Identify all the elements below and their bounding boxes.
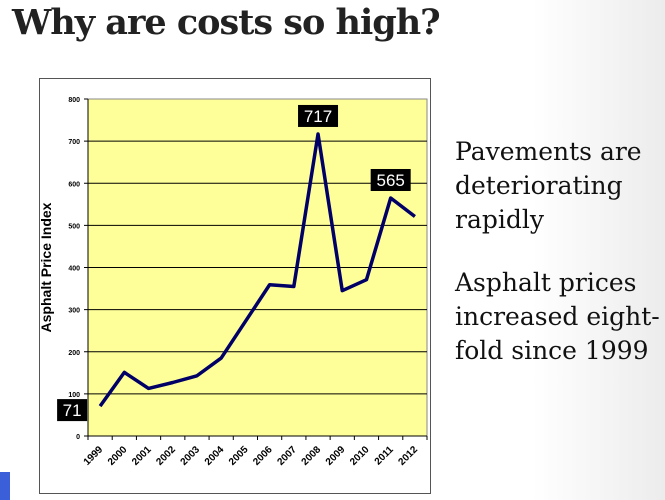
x-tick-label: 2006 <box>251 444 275 468</box>
bullet-asphalt-prices: Asphalt prices increased eight-fold sinc… <box>455 268 660 365</box>
data-label-box <box>298 104 339 127</box>
y-tick-label: 400 <box>68 266 80 273</box>
x-tick-label: 2011 <box>373 444 396 467</box>
bullet-pavements: Pavements are deteriorating rapidly <box>455 137 642 234</box>
data-label-box <box>370 168 411 191</box>
x-tick-label: 2002 <box>154 444 178 468</box>
y-tick-label: 200 <box>68 350 80 357</box>
y-tick-label: 600 <box>68 181 80 188</box>
data-label: 717 <box>304 107 332 126</box>
data-label-box <box>57 399 88 422</box>
y-axis-label: Asphalt Price Index <box>38 202 54 332</box>
x-tick-label: 2004 <box>203 444 227 468</box>
x-tick-label: 2010 <box>348 444 372 468</box>
slide-title: Why are costs so high? <box>12 2 441 43</box>
x-tick-label: 1999 <box>82 444 106 468</box>
y-tick-label: 700 <box>68 139 80 146</box>
y-tick-label: 100 <box>68 392 80 399</box>
x-tick-label: 2008 <box>300 444 324 468</box>
x-tick-label: 2000 <box>106 444 130 468</box>
x-tick-label: 2003 <box>179 444 203 468</box>
x-tick-label: 2001 <box>130 444 154 468</box>
x-tick-label: 2007 <box>275 444 299 468</box>
series-line <box>98 132 416 408</box>
data-label: 71 <box>63 401 82 420</box>
x-tick-label: 2009 <box>324 444 348 468</box>
slide-accent-bar <box>0 472 10 500</box>
y-tick-label: 300 <box>68 308 80 315</box>
x-tick-label: 2005 <box>227 444 251 468</box>
y-tick-label: 800 <box>68 97 80 104</box>
data-label: 565 <box>376 171 404 190</box>
y-tick-label: 0 <box>76 434 80 441</box>
x-tick-label: 2012 <box>397 444 421 468</box>
y-tick-label: 500 <box>68 223 80 230</box>
